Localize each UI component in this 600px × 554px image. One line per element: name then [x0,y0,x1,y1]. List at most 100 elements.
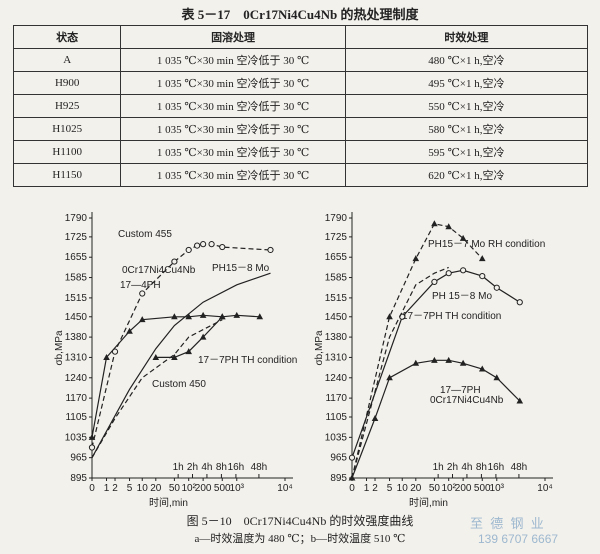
y-tick-label: 1515 [325,293,348,304]
header-row: 状态 固溶处理 时效处理 [12,25,589,49]
x-tick-label: 50 [429,483,441,494]
time-tick-label: 4h [201,462,212,473]
data-point [445,356,453,363]
x-tick-label: 5 [127,483,133,494]
data-point [348,454,356,461]
data-point [348,474,356,481]
table: 状态 固溶处理 时效处理 A 1 035 ℃×30 min 空冷低于 30 ℃ 480 ℃… [12,25,589,187]
series-label: PH15－8 Mo [212,263,270,274]
series-line [91,314,260,438]
figure-subcaption: a—时效温度为 480 ℃；b—时效温度 510 ℃ [194,533,406,545]
data-point [479,273,486,280]
x-tick-label: 10³ [230,483,245,494]
header-cell: 时效处理 [344,25,589,49]
y-tick-label: 1035 [325,432,348,443]
y-tick-label: 1655 [325,252,348,263]
header-cell: 状态 [12,25,122,49]
table-cell: A [12,48,122,72]
data-point [493,374,501,381]
x-tick-label: 0 [89,483,95,494]
data-point [431,356,438,363]
table-cell: H1150 [12,163,122,187]
y-tick-label: 1240 [65,373,88,384]
series-line [91,243,271,448]
data-point [516,397,524,404]
time-tick-label: 16h [228,462,245,473]
data-point [386,374,393,381]
data-point [208,241,215,248]
x-tick-label: 2 [372,483,378,494]
time-tick-label: 1h [433,462,444,473]
y-tick-label: 895 [70,473,87,484]
table-cell: 580 ℃×1 h,空冷 [344,117,589,141]
data-point [371,414,379,421]
table-row: H1025 1 035 ℃×30 min 空冷低于 30 ℃ 580 ℃×1 h,空… [12,117,589,141]
y-tick-label: 1655 [65,252,88,263]
table-cell: 495 ℃×1 h,空冷 [344,71,589,95]
x-tick-label: 10⁴ [537,483,552,494]
y-tick-label: 1725 [65,232,88,243]
data-point [459,359,467,366]
data-point [445,270,452,277]
x-tick-label: 50 [169,483,181,494]
watermark: 至 德 钢 业 [470,516,546,531]
series-label: Custom 455 [118,229,172,240]
series-label: PH 15－8 Mo [432,291,492,302]
table-cell: 1 035 ℃×30 min 空冷低于 30 ℃ [120,48,346,72]
table-cell: 1 035 ℃×30 min 空冷低于 30 ℃ [120,117,346,141]
y-axis-label: σb,MPa [314,330,325,366]
time-tick-label: 2h [187,462,198,473]
data-point [139,290,146,297]
table-cell: H1025 [12,117,122,141]
x-tick-label: 200 [195,483,212,494]
table-cell: 480 ℃×1 h,空冷 [344,48,589,72]
data-point [185,313,193,320]
figure-caption: 图 5－10 0Cr17Ni4Cu4Nb 的时效强度曲线 [186,514,414,528]
x-tick-label: 0 [349,483,355,494]
series-label: PH15－7 Mo RH condition [428,239,545,250]
time-tick-label: 1h [173,462,184,473]
y-tick-label: 1450 [325,312,348,323]
x-tick-label: 10³ [490,483,505,494]
table-cell: 1 035 ℃×30 min 空冷低于 30 ℃ [120,71,346,95]
y-tick-label: 1585 [325,273,348,284]
y-tick-label: 1585 [65,273,88,284]
data-point [386,313,393,320]
data-point [218,313,226,320]
data-point [171,353,178,360]
y-tick-label: 1380 [65,332,88,343]
series-label: 17－7PH TH condition [402,311,501,322]
x-tick-label: 10² [441,483,456,494]
table-cell: 1 035 ℃×30 min 空冷低于 30 ℃ [120,163,346,187]
time-tick-label: 2h [447,462,458,473]
y-tick-label: 965 [70,453,87,464]
data-point [171,313,178,320]
table-cell: H900 [12,71,122,95]
x-tick-label: 500 [214,483,231,494]
data-point [478,255,486,262]
data-point [219,243,226,251]
data-point [194,242,201,249]
data-point [126,327,133,334]
y-tick-label: 1105 [65,412,87,423]
y-tick-label: 1380 [325,332,348,343]
table-title: 表 5－17 0Cr17Ni4Cu4Nb 的热处理制度 [181,7,419,22]
watermark-phone: 139 6707 6667 [478,532,559,546]
time-tick-label: 8h [216,462,227,473]
time-tick-label: 48h [251,462,268,473]
time-tick-label: 8h [476,462,487,473]
data-point [138,316,146,323]
series-label: 17－7PH TH condition [198,355,297,366]
time-tick-label: 48h [511,462,528,473]
x-axis-label: 时间,min [409,496,448,509]
table-row: H900 1 035 ℃×30 min 空冷低于 30 ℃ 495 ℃×1 h,空冷 [12,71,589,95]
y-tick-label: 895 [330,473,347,484]
y-tick-label: 1790 [65,213,88,224]
y-tick-label: 1170 [65,393,87,404]
y-tick-label: 1515 [65,293,88,304]
data-point [493,284,500,291]
y-tick-label: 1240 [325,373,348,384]
time-tick-label: 16h [488,462,505,473]
